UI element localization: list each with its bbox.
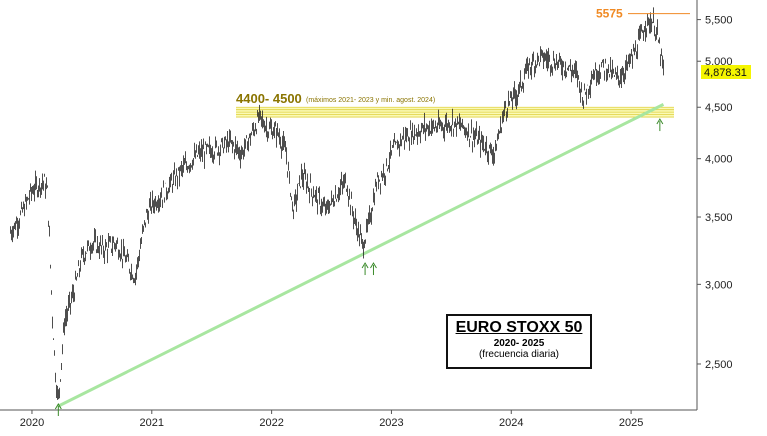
price-series	[10, 7, 664, 400]
chart-note: (frecuencia diaria)	[478, 349, 560, 360]
annotations: 4400- 4500 (máximos 2021- 2023 y min. ago…	[236, 7, 751, 106]
y-tick-label: 3,500	[705, 212, 733, 224]
y-tick-label: 4,000	[705, 154, 733, 166]
x-ticks: 2020 2021 2022 2023 2024 2025	[20, 410, 643, 429]
last-value-box	[701, 64, 751, 79]
arrow-markers	[54, 118, 664, 416]
arrow-up-head	[361, 262, 369, 269]
x-tick-label: 2024	[499, 417, 523, 429]
x-tick-label: 2023	[379, 417, 403, 429]
resistance-band-layer	[236, 106, 674, 118]
band-label: 4400- 4500	[236, 91, 302, 106]
y-tick-label: 5,500	[705, 15, 733, 27]
high-label: 5575	[596, 7, 623, 21]
trend-line	[57, 103, 665, 408]
price-layer	[10, 7, 664, 400]
x-tick-label: 2022	[259, 417, 283, 429]
x-tick-label: 2021	[140, 417, 164, 429]
x-tick-label: 2020	[20, 417, 44, 429]
last-value-label: 4,878.31	[704, 67, 747, 79]
chart-subtitle: 2020- 2025	[493, 338, 545, 349]
band-note: (máximos 2021- 2023 y min. agost. 2024)	[306, 97, 435, 104]
arrow-up-head	[656, 118, 664, 125]
chart-legend-box: EURO STOXX 50 2020- 2025 (frecuencia dia…	[446, 314, 592, 369]
arrow-up-head	[370, 262, 377, 269]
y-tick-label: 4,500	[705, 102, 733, 114]
chart-title: EURO STOXX 50	[455, 319, 583, 336]
y-tick-label: 2,500	[705, 359, 733, 371]
arrow-up-head	[54, 403, 62, 410]
x-tick-label: 2025	[619, 417, 643, 429]
trend-layer	[57, 103, 665, 408]
y-tick-label: 3,000	[705, 279, 733, 291]
